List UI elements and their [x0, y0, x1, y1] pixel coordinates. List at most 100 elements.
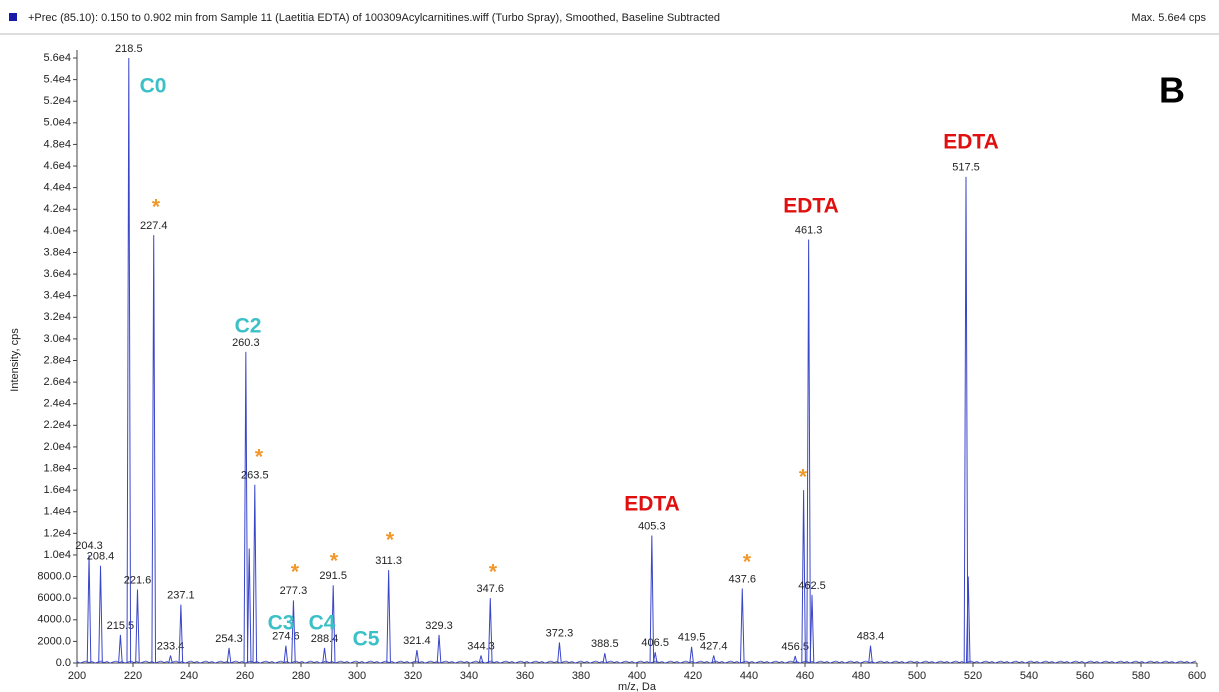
baseline-noise: [76, 660, 1197, 664]
peak: [557, 642, 562, 664]
y-tick-label: 1.0e4: [43, 549, 71, 561]
annotation: C2: [235, 315, 262, 338]
x-tick-label: 240: [180, 670, 198, 682]
peak-label: 388.5: [591, 638, 619, 650]
peak: [243, 351, 249, 664]
peak-label: 427.4: [700, 640, 728, 652]
legend-swatch: [9, 13, 17, 21]
x-tick-label: 280: [292, 670, 310, 682]
annotation: C4: [309, 612, 336, 635]
annotation: *: [386, 529, 395, 552]
peak: [414, 649, 420, 664]
annotation: C0: [140, 75, 167, 98]
peak: [291, 600, 296, 664]
peak: [801, 490, 806, 664]
y-tick-label: 1.4e4: [43, 506, 71, 518]
y-tick-label: 2.8e4: [43, 354, 71, 366]
x-tick-label: 360: [516, 670, 534, 682]
x-tick-label: 320: [404, 670, 422, 682]
peak: [806, 239, 811, 664]
peak-label: 437.6: [729, 573, 757, 585]
peak: [649, 535, 655, 664]
chart-title: +Prec (85.10): 0.150 to 0.902 min from S…: [28, 12, 720, 24]
annotation: EDTA: [783, 195, 839, 218]
x-tick-label: 560: [1076, 670, 1094, 682]
peak: [436, 634, 442, 664]
annotation: *: [489, 561, 498, 584]
y-tick-label: 4.0e4: [43, 225, 71, 237]
peak: [792, 655, 798, 664]
peak: [118, 634, 123, 664]
y-tick-label: 6000.0: [37, 592, 71, 604]
x-tick-label: 460: [796, 670, 814, 682]
peak-label: 372.3: [546, 627, 574, 639]
peak: [226, 647, 232, 664]
annotation: *: [330, 550, 339, 573]
x-tick-label: 380: [572, 670, 590, 682]
x-tick-label: 500: [908, 670, 926, 682]
peak-label: 419.5: [678, 632, 706, 644]
annotation: C3: [268, 612, 295, 635]
y-tick-label: 2.2e4: [43, 419, 71, 431]
y-tick-label: 3.2e4: [43, 311, 71, 323]
x-tick-label: 200: [68, 670, 86, 682]
y-tick-label: 2.4e4: [43, 398, 71, 410]
y-tick-label: 4.8e4: [43, 138, 71, 150]
x-tick-label: 300: [348, 670, 366, 682]
y-tick-label: 5.2e4: [43, 95, 71, 107]
annotation: C5: [353, 628, 380, 651]
annotation: *: [255, 446, 264, 469]
y-tick-label: 5.6e4: [43, 52, 71, 64]
peak-label: 277.3: [280, 585, 308, 597]
x-tick-label: 480: [852, 670, 870, 682]
peak-label: 218.5: [115, 43, 143, 55]
y-tick-label: 3.4e4: [43, 290, 71, 302]
peak: [283, 645, 289, 664]
x-tick-label: 440: [740, 670, 758, 682]
y-tick-label: 1.6e4: [43, 484, 71, 496]
peak-label: 462.5: [798, 580, 826, 592]
y-tick-label: 8000.0: [37, 570, 71, 582]
chart-subtitle: Max. 5.6e4 cps: [1131, 12, 1206, 24]
peak: [868, 645, 873, 664]
peak-label: 204.3: [75, 540, 103, 552]
peak: [478, 655, 484, 664]
annotation: *: [799, 466, 808, 489]
peak: [689, 646, 694, 664]
x-tick-label: 220: [124, 670, 142, 682]
y-tick-label: 4.4e4: [43, 182, 71, 194]
y-tick-label: 1.8e4: [43, 462, 71, 474]
peak: [322, 647, 327, 664]
peak-label: 208.4: [87, 551, 115, 563]
annotation: *: [743, 551, 752, 574]
panel-label: B: [1159, 70, 1185, 111]
peak-label: 311.3: [375, 555, 402, 567]
peak: [98, 565, 103, 664]
x-tick-label: 540: [1020, 670, 1038, 682]
peak: [965, 576, 971, 664]
peak: [178, 604, 184, 664]
peak-label: 227.4: [140, 220, 168, 232]
peak: [386, 570, 391, 664]
peak: [330, 585, 336, 664]
peak-label: 321.4: [403, 635, 431, 647]
peak: [252, 484, 258, 664]
peak: [809, 594, 815, 664]
peak: [652, 652, 658, 664]
peak: [963, 176, 969, 664]
peak-label: 291.5: [319, 570, 347, 582]
peak-label: 344.3: [467, 640, 495, 652]
peak-label: 233.4: [157, 640, 185, 652]
peak-label: 329.3: [425, 620, 453, 632]
y-tick-label: 3.6e4: [43, 268, 71, 280]
peak-label: 260.3: [232, 337, 260, 349]
peak: [126, 57, 132, 664]
y-tick-label: 5.4e4: [43, 74, 71, 86]
annotation: *: [291, 561, 300, 584]
peak: [602, 653, 608, 664]
peak-label: 263.5: [241, 470, 269, 482]
peak-label: 405.3: [638, 520, 666, 532]
peak: [739, 588, 745, 664]
